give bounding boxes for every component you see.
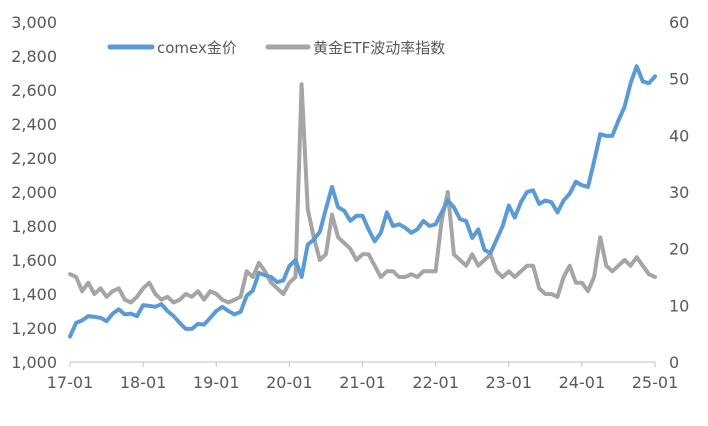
y-left-tick-label: 1,600 xyxy=(11,251,57,270)
x-tick-label: 20-01 xyxy=(266,373,313,392)
x-tick-label: 18-01 xyxy=(120,373,167,392)
y-left-tick-label: 2,000 xyxy=(11,183,57,202)
legend-item-etf-vol: 黄金ETF波动率指数 xyxy=(265,39,445,57)
x-tick-label: 21-01 xyxy=(339,373,386,392)
x-axis: 17-01 18-01 19-01 20-01 21-01 22-01 23-01 24-01… xyxy=(47,362,679,392)
legend-label-etf-vol: 黄金ETF波动率指数 xyxy=(313,39,445,57)
y-right-tick-label: 40 xyxy=(669,126,689,145)
y-left-tick-label: 3,000 xyxy=(11,13,57,32)
x-tick-label: 25-01 xyxy=(632,373,679,392)
y-left-tick-label: 1,200 xyxy=(11,319,57,338)
y-right-tick-label: 30 xyxy=(669,183,689,202)
y-left-tick-label: 1,000 xyxy=(11,353,57,372)
series-line-comex xyxy=(68,64,657,339)
y-left-tick-label: 2,400 xyxy=(11,115,57,134)
y-right-tick-label: 50 xyxy=(669,70,689,89)
x-tick-label: 23-01 xyxy=(486,373,533,392)
y-left-tick-label: 2,200 xyxy=(11,149,57,168)
y-right-tick-label: 10 xyxy=(669,296,689,315)
y-left-tick-label: 1,800 xyxy=(11,217,57,236)
y-left-tick-label: 1,400 xyxy=(11,285,57,304)
x-tick-label: 17-01 xyxy=(47,373,94,392)
y-left-tick-label: 2,800 xyxy=(11,47,57,66)
x-tick-label: 24-01 xyxy=(559,373,606,392)
legend-item-comex: comex金价 xyxy=(107,39,237,57)
y-right-tick-label: 0 xyxy=(669,353,679,372)
x-tick-label: 22-01 xyxy=(412,373,459,392)
y-right-axis: 0 10 20 30 40 50 60 xyxy=(669,13,689,372)
y-right-tick-label: 20 xyxy=(669,240,689,259)
y-left-tick-label: 2,600 xyxy=(11,81,57,100)
legend-label-comex: comex金价 xyxy=(157,39,237,57)
x-tick-label: 19-01 xyxy=(193,373,240,392)
y-right-tick-label: 60 xyxy=(669,13,689,32)
series-line-etf-vol xyxy=(68,82,657,305)
legend: comex金价 黄金ETF波动率指数 xyxy=(107,39,445,57)
plot-area xyxy=(68,64,657,339)
y-left-axis: 1,000 1,200 1,400 1,600 1,800 2,000 2,200 2,400… xyxy=(11,13,57,372)
